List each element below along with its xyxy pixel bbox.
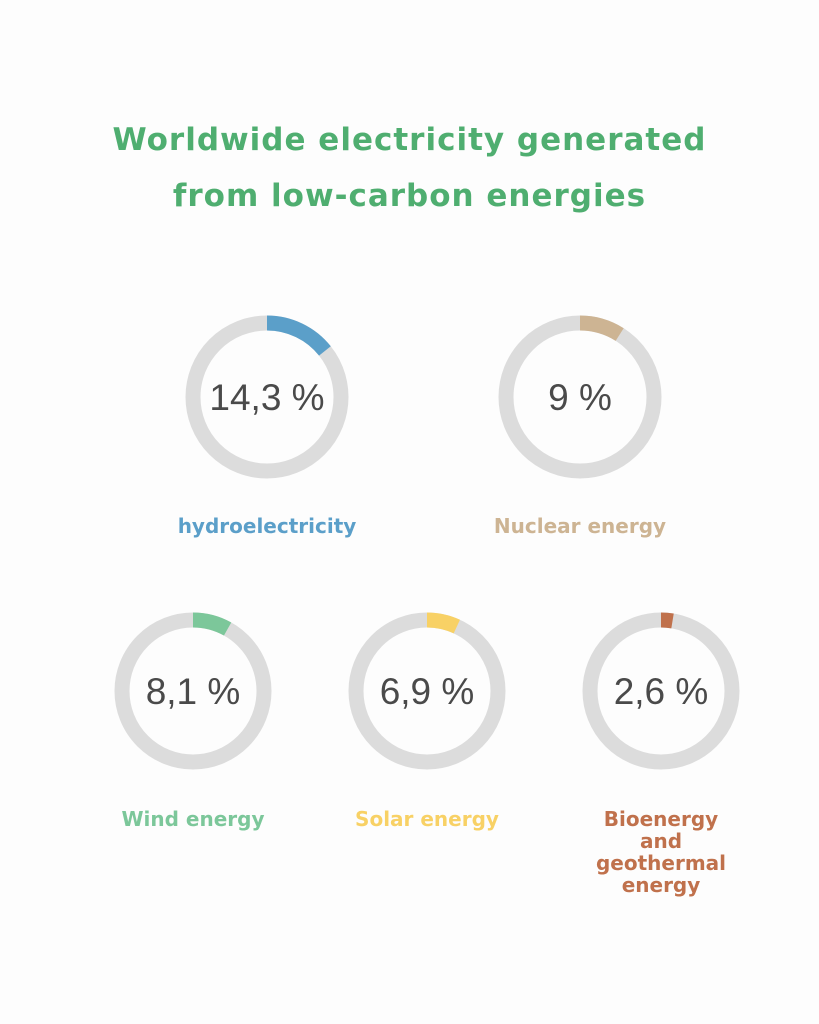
donut-value-arc [348, 612, 506, 770]
donut-svg: 2,6 % [582, 612, 740, 770]
donut-svg: 8,1 % [114, 612, 272, 770]
label-hydroelectricity: hydroelectricity [177, 514, 357, 538]
donut-solar-energy: 6,9 % [348, 612, 506, 770]
label-wind-energy: Wind energy [121, 807, 265, 831]
donut-svg: 9 % [498, 315, 662, 479]
donut-hydroelectricity: 14,3 % [184, 314, 350, 480]
label-bioenergy-geothermal: Bioenergy and geothermal energy [595, 807, 727, 897]
donut-value-arc [114, 612, 272, 770]
value-label: 9 % [548, 377, 612, 418]
donut-svg: 6,9 % [348, 612, 506, 770]
title-line-2: from low-carbon energies [172, 178, 647, 214]
value-label: 6,9 % [380, 671, 475, 712]
value-label: 2,6 % [614, 671, 709, 712]
donut-wind-energy: 8,1 % [114, 612, 272, 770]
donut-value-arc [582, 612, 740, 770]
value-label: 14,3 % [209, 377, 324, 418]
donut-bioenergy-geothermal: 2,6 % [582, 612, 740, 770]
chart-title: Worldwide electricity generated from low… [0, 112, 819, 224]
label-solar-energy: Solar energy [355, 807, 499, 831]
donut-svg: 14,3 % [185, 315, 349, 479]
donut-value-arc [185, 315, 349, 479]
title-line-1: Worldwide electricity generated [112, 122, 707, 158]
label-nuclear-energy: Nuclear energy [493, 514, 667, 538]
donut-nuclear-energy: 9 % [497, 314, 663, 480]
value-label: 8,1 % [146, 671, 241, 712]
donut-value-arc [498, 315, 662, 479]
